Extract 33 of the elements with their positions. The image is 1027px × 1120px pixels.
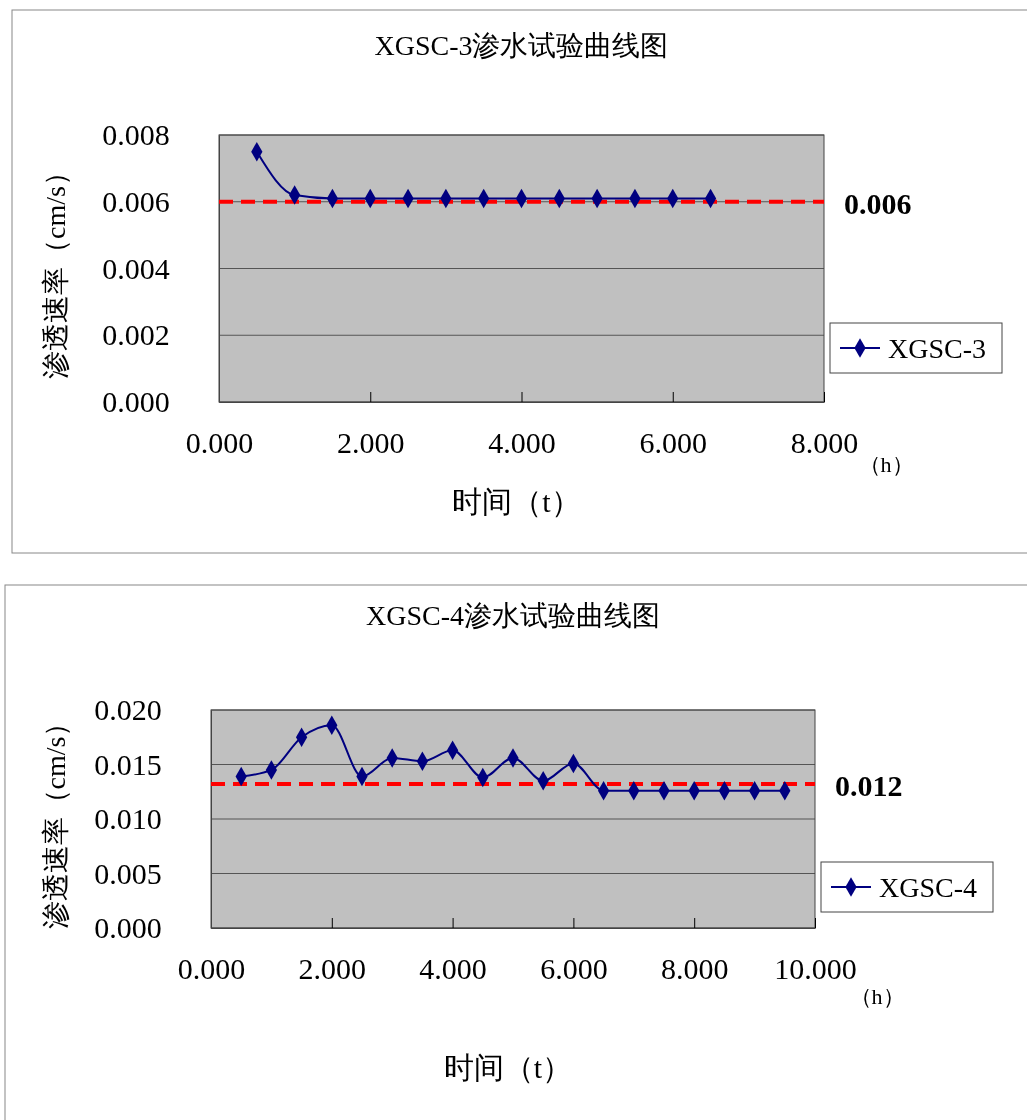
y-tick-label: 0.000: [102, 385, 170, 419]
legend-label: XGSC-3: [888, 333, 987, 364]
x-tick-label: 0.000: [185, 426, 254, 460]
y-axis-title: 渗透速率（cm/s）: [40, 158, 71, 379]
y-tick-label: 0.000: [94, 911, 162, 945]
y-tick-label: 0.008: [102, 118, 170, 152]
text: （h）: [849, 984, 905, 1009]
y-tick-label: 0.004: [102, 251, 170, 285]
annotation: 0.012: [835, 769, 903, 803]
x-tick-label: 8.000: [660, 952, 729, 986]
x-tick-label: 4.000: [419, 952, 487, 986]
ref-line-label: 0.006: [844, 186, 912, 220]
x-tick-label: 6.000: [540, 952, 608, 986]
x-tick-label: 4.000: [488, 426, 556, 460]
y-tick-label: 0.010: [94, 802, 162, 836]
y-axis-title: 渗透速率（cm/s）: [40, 708, 71, 930]
y-tick-label: 0.002: [102, 318, 170, 352]
y-tick-label: 0.006: [102, 184, 170, 218]
x-tick-label: 8.000: [790, 426, 859, 460]
x-tick-label: 2.000: [337, 426, 405, 460]
x-tick-label: 0.000: [177, 952, 246, 986]
text: （h）: [858, 452, 914, 477]
legend-label: XGSC-4: [879, 872, 978, 903]
x-axis-title: 时间（t）: [452, 485, 581, 518]
x-tick-label: 2.000: [298, 952, 367, 986]
x-tick-label: 6.000: [639, 426, 707, 460]
y-tick-label: 0.005: [94, 856, 162, 890]
chart-title: XGSC-4渗水试验曲线图: [365, 600, 661, 631]
chart-title: XGSC-3渗水试验曲线图: [374, 30, 669, 61]
x-tick-label: 10.000: [774, 952, 857, 986]
y-tick-label: 0.015: [94, 747, 162, 781]
y-tick-label: 0.020: [94, 693, 162, 727]
x-axis-title: 时间（t）: [443, 1051, 573, 1084]
